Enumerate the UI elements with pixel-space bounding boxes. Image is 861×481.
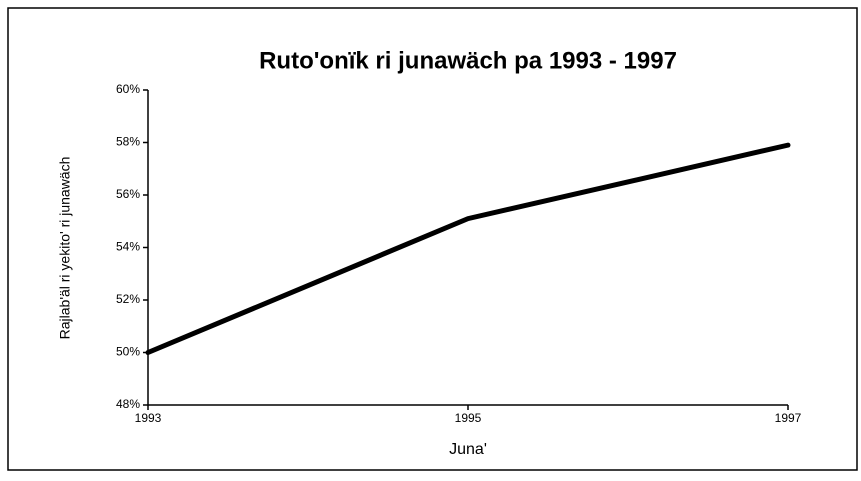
- y-tick-label: 52%: [116, 292, 140, 306]
- y-tick-label: 54%: [116, 240, 140, 254]
- x-tick-label: 1995: [455, 411, 482, 425]
- y-tick-label: 60%: [116, 82, 140, 96]
- y-tick-label: 58%: [116, 135, 140, 149]
- x-tick-label: 1997: [775, 411, 802, 425]
- y-tick-label: 48%: [116, 397, 140, 411]
- y-tick-label: 50%: [116, 345, 140, 359]
- x-axis-label: Juna': [449, 441, 487, 458]
- y-axis-label: Rajlab'äl ri yekito' ri junawäch: [57, 157, 73, 340]
- chart-title: Ruto'onïk ri junawäch pa 1993 - 1997: [259, 47, 677, 74]
- x-tick-label: 1993: [135, 411, 162, 425]
- data-line: [145, 142, 791, 355]
- y-tick-label: 56%: [116, 187, 140, 201]
- chart-frame: [7, 7, 858, 471]
